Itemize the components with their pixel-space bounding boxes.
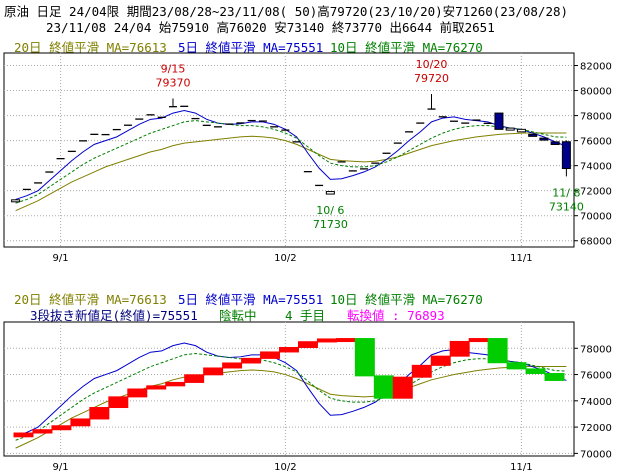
top-y-tick-label: 74000 [580, 162, 612, 173]
top-annotation-date: 10/20 [416, 58, 448, 71]
top-candle [11, 199, 21, 203]
legend-ma5-bottom: 5日 終値平滑 MA=75551 [178, 292, 324, 307]
header-line-1: 原油 日足 24/04限 期間23/08/28~23/11/08( 50)高79… [4, 4, 569, 19]
top-candle [325, 191, 335, 195]
bottom-brick-up [297, 341, 318, 348]
top-y-tick-label: 76000 [580, 137, 612, 148]
bottom-brick-down [525, 368, 546, 374]
header-line-2: 23/11/08 24/04 始75910 高76020 安73140 終737… [46, 20, 495, 35]
legend-kagi-step: 4 手目 [285, 308, 326, 323]
top-x-tick-label: 9/1 [53, 253, 69, 264]
bottom-brick-up [13, 432, 34, 438]
bottom-brick-up [146, 385, 167, 390]
bottom-y-tick-label: 72000 [580, 423, 612, 434]
legend-kagi-state: 陰転中 [219, 308, 257, 323]
chart-header: 原油 日足 24/04限 期間23/08/28~23/11/08( 50)高79… [0, 0, 624, 35]
top-y-tick-label: 80000 [580, 87, 612, 98]
bottom-ma-line-1 [15, 342, 567, 437]
bottom-brick-up [165, 381, 186, 387]
top-y-tick-label: 70000 [580, 212, 612, 223]
top-x-tick-label: 11/1 [510, 253, 532, 264]
legend-kagi-value: 3段抜き新値足(終値)=75551 [30, 308, 198, 323]
legend-ma5-top: 5日 終値平滑 MA=75551 [178, 40, 324, 55]
top-annotation-value: 79370 [155, 76, 190, 89]
bottom-brick-up [335, 338, 356, 343]
bottom-brick-down [544, 372, 565, 381]
bottom-ma-line-2 [15, 353, 567, 441]
bottom-brick-up [89, 407, 110, 420]
bottom-ma-line-0 [15, 365, 567, 449]
bottom-brick-down [506, 362, 527, 370]
top-annotation-date: 9/15 [161, 62, 186, 75]
top-annotation-value: 71730 [313, 218, 348, 231]
top-candle [516, 128, 526, 133]
bottom-x-tick-label: 10/2 [274, 462, 296, 473]
top-candle [550, 141, 560, 145]
top-ma-line-0 [15, 132, 567, 212]
bottom-x-tick-label: 11/1 [510, 462, 532, 473]
bottom-y-tick-label: 74000 [580, 397, 612, 408]
legend-ma10-top: 10日 終値平滑 MA=76270 [330, 40, 483, 55]
top-candle [505, 127, 515, 131]
top-annotation-date: 10/ 6 [316, 204, 344, 217]
bottom-brick-up [260, 351, 281, 359]
bottom-brick-up [316, 338, 337, 343]
top-y-tick-label: 78000 [580, 112, 612, 123]
top-candle [561, 141, 571, 170]
bottom-brick-up [51, 425, 72, 431]
bottom-plot-frame [3, 321, 575, 457]
bottom-y-tick-label: 70000 [580, 449, 612, 460]
bottom-brick-up [32, 429, 53, 434]
bottom-brick-up [468, 338, 489, 343]
bottom-brick-up [430, 355, 451, 366]
top-annotation-date: 11/ 8 [552, 186, 580, 199]
bottom-brick-up [70, 418, 91, 427]
bottom-brick-up [392, 376, 413, 399]
top-candle [494, 112, 504, 130]
top-ma-line-2 [15, 120, 567, 204]
bottom-brick-up [108, 396, 129, 409]
bottom-y-tick-label: 78000 [580, 344, 612, 355]
top-y-tick-label: 82000 [580, 62, 612, 73]
top-candle [528, 133, 538, 137]
top-x-tick-label: 10/2 [274, 253, 296, 264]
bottom-brick-down [354, 338, 375, 377]
bottom-x-tick-label: 9/1 [53, 462, 69, 473]
bottom-brick-up [241, 357, 262, 364]
top-y-tick-label: 72000 [580, 187, 612, 198]
bottom-brick-down [487, 338, 508, 364]
legend-kagi-reversal: 転換値 : 76893 [347, 308, 445, 323]
bottom-brick-up [279, 346, 299, 353]
legend-ma20-bottom: 20日 終値平滑 MA=76613 [14, 292, 167, 307]
bottom-brick-up [411, 364, 432, 378]
top-y-tick-label: 68000 [580, 237, 612, 248]
bottom-brick-up [127, 388, 148, 398]
bottom-y-tick-label: 76000 [580, 371, 612, 382]
bottom-brick-up [203, 367, 224, 376]
bottom-brick-up [222, 362, 243, 369]
bottom-brick-up [184, 374, 205, 383]
top-annotation-value: 79720 [414, 72, 449, 85]
top-annotation-value: 73140 [549, 200, 584, 213]
bottom-brick-up [449, 340, 470, 357]
top-candle [539, 137, 549, 141]
top-plot-frame [3, 52, 575, 248]
bottom-brick-down [373, 375, 394, 399]
legend-ma20-top: 20日 終値平滑 MA=76613 [14, 40, 167, 55]
legend-ma10-bottom: 10日 終値平滑 MA=76270 [330, 292, 483, 307]
